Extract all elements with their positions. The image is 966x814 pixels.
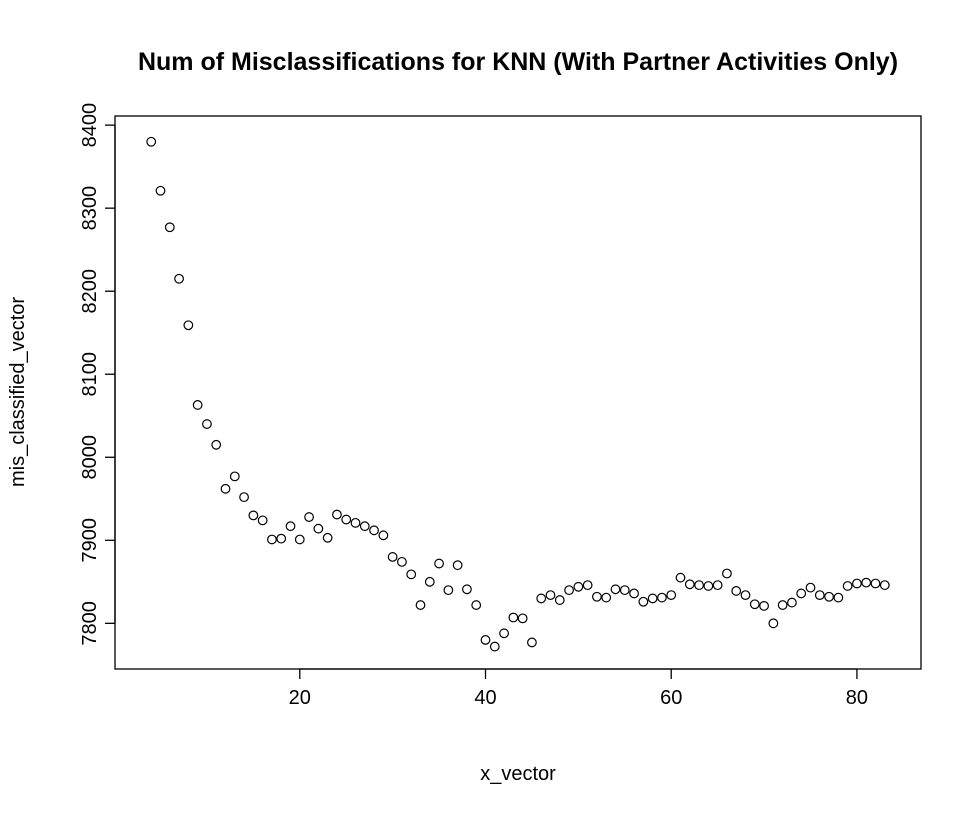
data-point (211, 439, 222, 450)
x-tick-label: 40 (474, 687, 496, 709)
data-point (564, 585, 574, 596)
data-point (777, 600, 788, 610)
data-point (202, 419, 212, 429)
data-point (629, 588, 639, 599)
data-point (285, 521, 296, 532)
data-point (740, 590, 751, 601)
data-point (517, 613, 528, 624)
data-point (378, 530, 389, 541)
data-point (452, 560, 463, 571)
data-point (220, 483, 231, 494)
data-point (499, 628, 509, 639)
data-point (257, 515, 268, 526)
data-point (434, 558, 444, 569)
data-point (146, 136, 157, 147)
y-tick-label: 8400 (79, 103, 101, 148)
data-point (387, 552, 398, 562)
data-point (601, 592, 612, 603)
plot-area-frame (114, 115, 922, 670)
data-point (712, 580, 723, 591)
data-point (722, 568, 732, 579)
data-point (582, 580, 593, 591)
data-point (350, 517, 361, 528)
data-point (322, 532, 333, 543)
data-point (833, 592, 844, 603)
data-point (359, 521, 370, 532)
data-points (146, 136, 890, 652)
data-point (508, 612, 519, 623)
data-point (554, 595, 565, 605)
data-point (489, 641, 500, 652)
y-tick-label: 8100 (79, 352, 101, 397)
data-point (694, 580, 704, 591)
data-point (248, 510, 259, 521)
x-axis-title: x_vector (480, 763, 556, 785)
data-point (768, 618, 779, 629)
data-point (406, 569, 417, 580)
data-point (619, 585, 630, 596)
data-point (164, 222, 175, 233)
data-point (638, 596, 649, 607)
y-tick-label: 8200 (79, 269, 101, 314)
x-axis: 20 40 60 80 (289, 668, 868, 709)
data-point (192, 400, 203, 410)
data-point (666, 590, 677, 601)
y-tick-label: 8300 (79, 186, 101, 231)
data-point (787, 597, 797, 608)
data-point (647, 593, 658, 604)
data-point (174, 273, 184, 284)
data-point (397, 556, 407, 567)
data-point (313, 523, 324, 534)
data-point (536, 593, 547, 604)
data-point (675, 572, 686, 583)
data-point (610, 584, 621, 595)
chart-title: Num of Misclassifications for KNN (With … (138, 48, 898, 76)
data-point (239, 492, 249, 503)
data-point (573, 581, 584, 592)
data-point (545, 590, 556, 601)
data-point (471, 600, 482, 610)
data-point (155, 185, 166, 196)
data-point (527, 637, 537, 648)
data-point (443, 585, 454, 596)
data-point (759, 600, 769, 611)
data-point (462, 584, 472, 595)
y-tick-label: 8000 (79, 435, 101, 480)
data-point (684, 579, 695, 590)
y-axis: 7800 7900 8000 8100 8200 8300 8400 (79, 103, 116, 646)
data-point (703, 581, 714, 591)
data-point (879, 580, 890, 591)
y-axis-title: mis_classified_vector (7, 297, 29, 487)
data-point (731, 586, 742, 596)
data-point (341, 514, 352, 525)
data-point (369, 525, 379, 536)
data-point (852, 578, 862, 589)
data-point (415, 600, 426, 610)
data-point (842, 581, 853, 591)
y-tick-label: 7800 (79, 601, 101, 646)
data-point (824, 591, 834, 602)
data-point (870, 578, 881, 589)
data-point (332, 509, 342, 520)
data-point (229, 471, 240, 482)
data-point (267, 534, 277, 545)
data-point (796, 588, 807, 599)
data-point (480, 635, 491, 645)
x-tick-label: 60 (660, 687, 682, 709)
data-point (814, 590, 825, 601)
x-tick-label: 20 (289, 687, 311, 709)
data-point (183, 320, 194, 331)
data-point (424, 576, 435, 587)
x-tick-label: 80 (846, 687, 868, 709)
data-point (276, 533, 287, 544)
data-point (861, 577, 872, 588)
data-point (657, 592, 667, 603)
data-point (592, 591, 602, 602)
data-point (304, 512, 314, 522)
data-point (294, 534, 305, 545)
y-tick-label: 7900 (79, 518, 101, 563)
data-point (805, 582, 816, 593)
data-point (749, 599, 760, 610)
